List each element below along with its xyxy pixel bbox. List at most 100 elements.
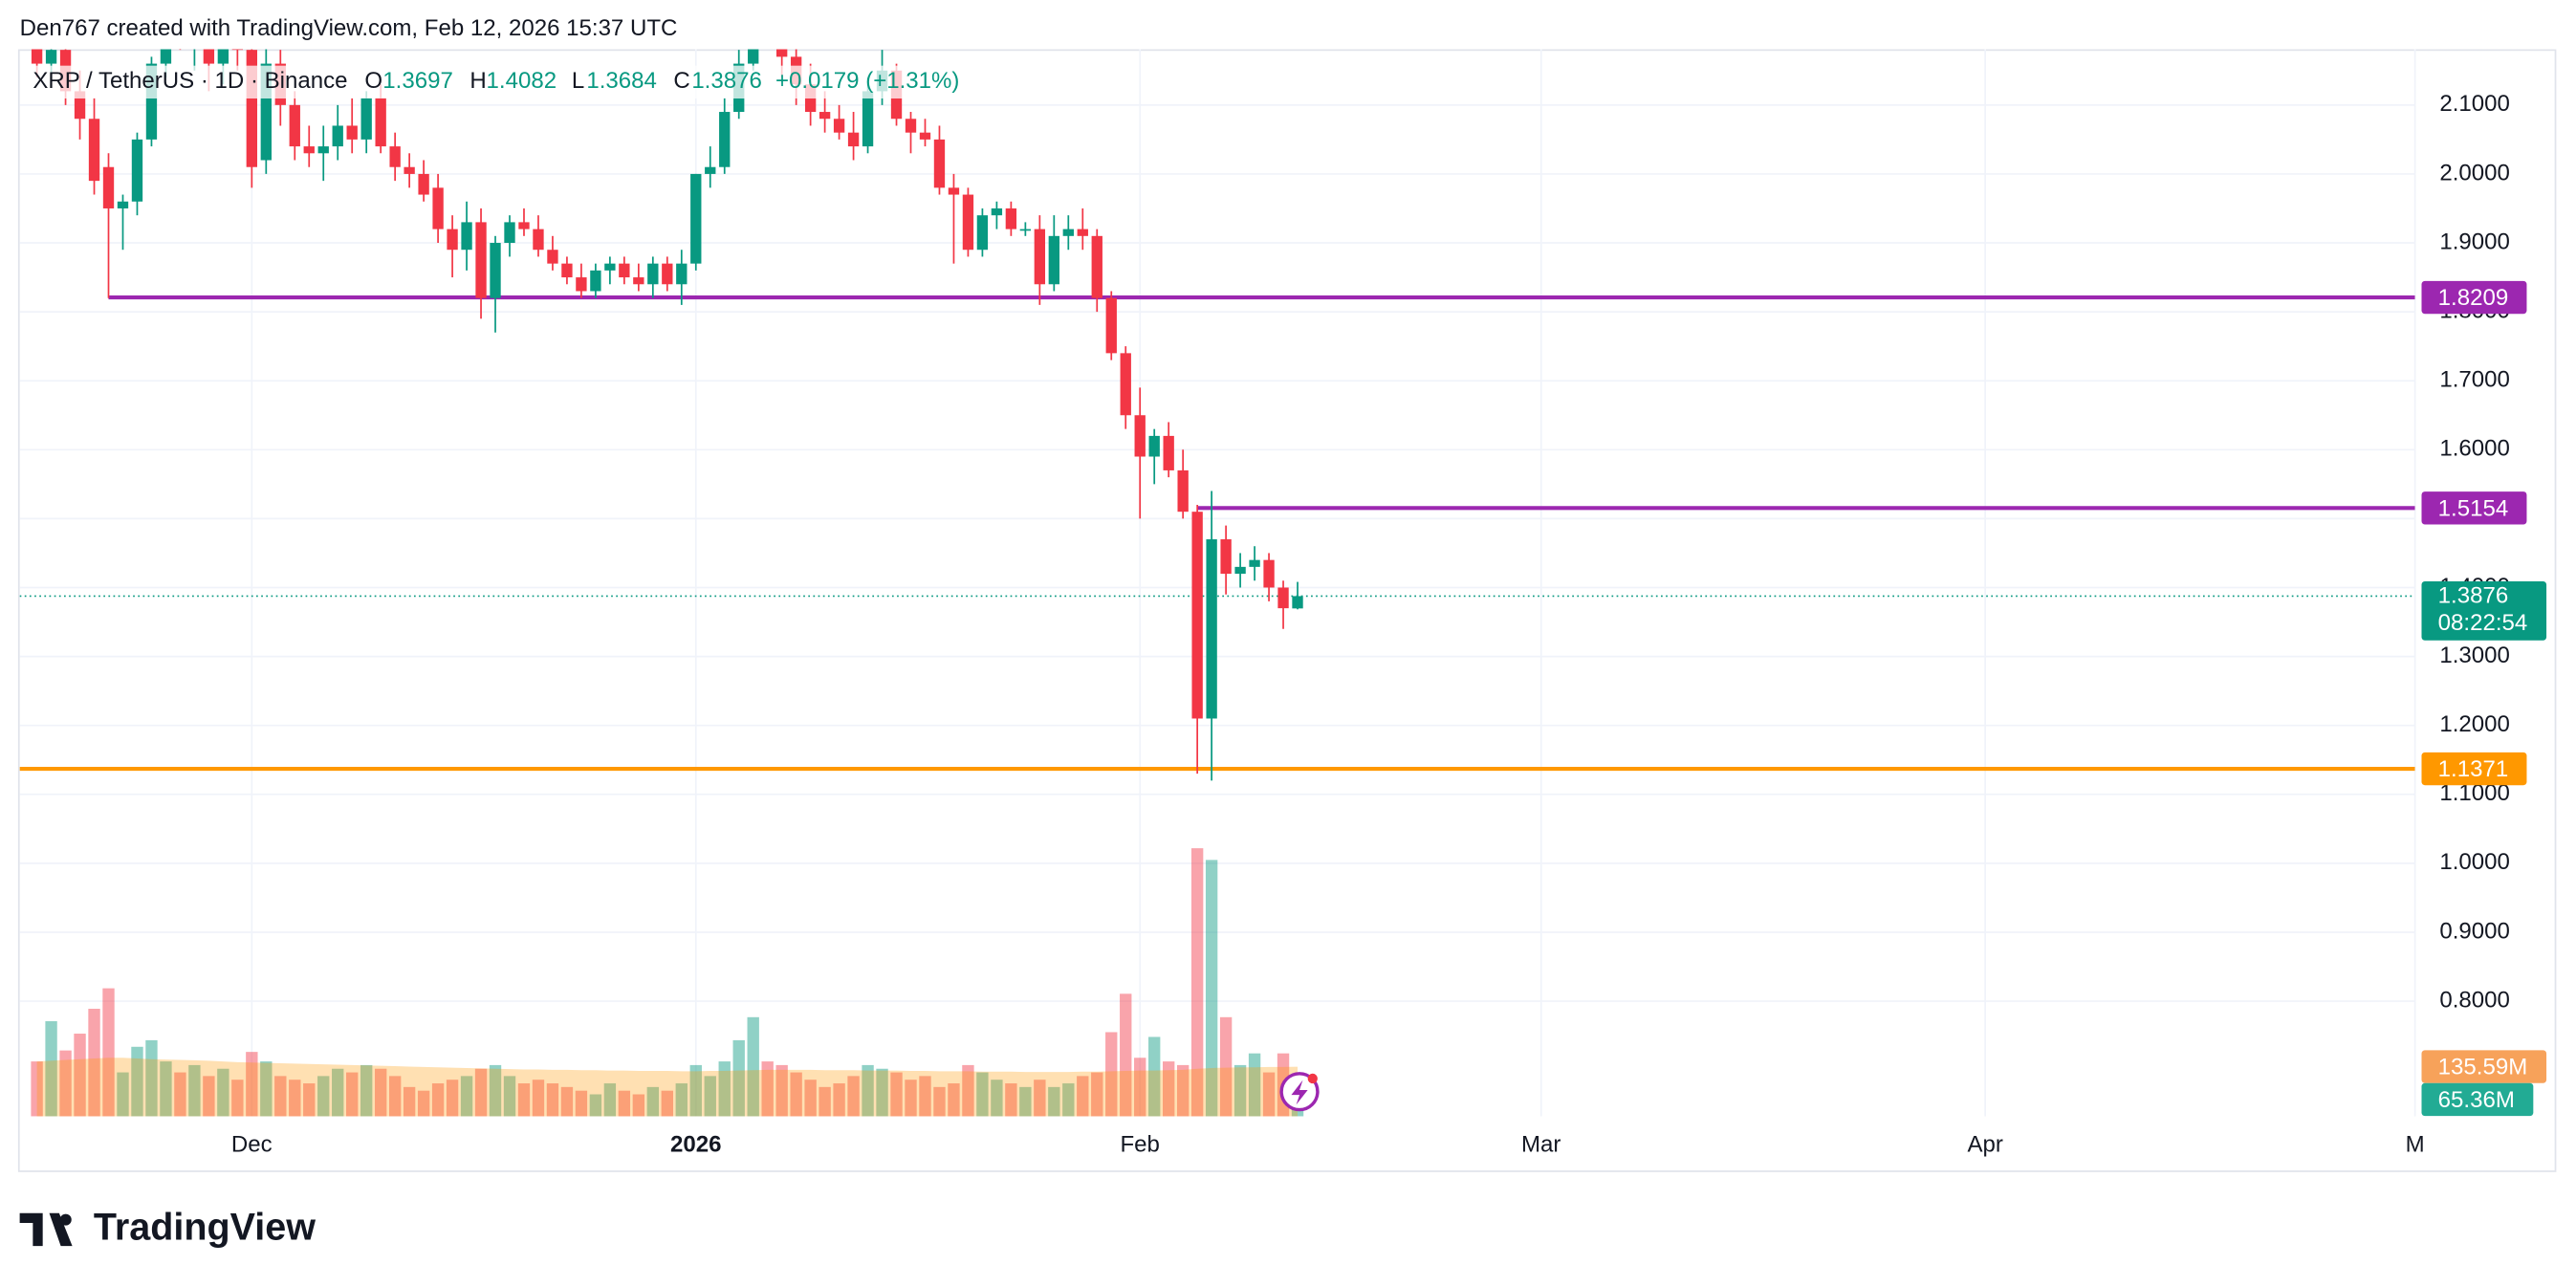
volume-bar — [1062, 1083, 1075, 1117]
volume-bar — [948, 1083, 960, 1117]
candle-body — [647, 263, 659, 285]
level-tag-label: 1.5154 — [2438, 495, 2509, 521]
volume-bar — [145, 1039, 158, 1117]
y-tick-label: 2.1000 — [2439, 91, 2510, 117]
axes: 2.10002.00001.90001.80001.70001.60001.50… — [231, 91, 2547, 1158]
volume-bar — [689, 1064, 702, 1117]
candle-body — [88, 119, 100, 182]
candle-body — [948, 187, 960, 195]
legend-value: 1.3684 — [586, 68, 657, 94]
level-tag — [2421, 280, 2527, 315]
volume-bar — [45, 1021, 57, 1117]
x-tick-label: M — [2406, 1132, 2425, 1158]
candle-body — [203, 49, 215, 64]
volume-bar — [991, 1080, 1003, 1117]
brand-logo — [19, 1212, 73, 1247]
x-tick-label: Feb — [1120, 1132, 1159, 1158]
y-tick-label: 1.2000 — [2439, 711, 2510, 737]
volume-bar — [1248, 1053, 1261, 1117]
candle-body — [1091, 235, 1102, 298]
volume-bar — [174, 1072, 186, 1117]
volume-bar — [274, 1076, 287, 1117]
x-tick-label: 2026 — [670, 1132, 721, 1158]
brand: TradingView — [19, 1206, 316, 1248]
candle-body — [303, 146, 315, 154]
volume-bar — [160, 1061, 172, 1117]
volume-bar — [804, 1080, 817, 1117]
volume-bar — [517, 1083, 531, 1117]
candle-body — [991, 207, 1003, 216]
volume-bar — [1219, 1016, 1233, 1117]
candle-body — [833, 119, 845, 133]
icon-dot — [1307, 1073, 1318, 1084]
volume-bar — [289, 1080, 301, 1117]
volume-bar — [403, 1086, 416, 1117]
volume-bar — [905, 1080, 917, 1117]
candle-body — [1191, 512, 1203, 719]
candle-body — [1177, 469, 1189, 513]
legend: XRP / TetherUS · 1D · Binance O 1.3697 H… — [23, 65, 976, 99]
volume-bar — [131, 1046, 143, 1117]
candle-body — [847, 132, 860, 147]
volume-bar — [876, 1068, 888, 1117]
candle-body — [1277, 587, 1289, 609]
candle-body — [1292, 596, 1303, 609]
volume-bar — [1205, 860, 1218, 1117]
candle-body — [74, 91, 86, 120]
candle-body — [705, 166, 716, 174]
price-tag-label: 1.3876 — [2438, 583, 2509, 609]
candle-body — [31, 49, 43, 64]
volume-bar — [1034, 1080, 1046, 1117]
volume-bar — [417, 1090, 430, 1117]
candle-body — [676, 263, 688, 285]
x-tick-label: Dec — [231, 1132, 273, 1158]
volume-bar — [246, 1052, 258, 1117]
volume-bar — [503, 1076, 516, 1117]
candle-body — [518, 222, 530, 229]
candle-body — [547, 250, 558, 264]
candle-body — [432, 187, 444, 229]
volume-bar — [203, 1076, 215, 1117]
candle-body — [160, 49, 172, 64]
volume-bar — [317, 1076, 330, 1117]
frame — [17, 49, 2557, 1172]
volume-bar — [833, 1083, 845, 1117]
volume-bar — [332, 1068, 344, 1117]
volume-bar — [890, 1072, 903, 1117]
candle-body — [1034, 229, 1046, 285]
volume-bar — [74, 1034, 86, 1117]
candle-body — [1206, 539, 1217, 719]
candle-body — [389, 146, 401, 167]
volume-bar — [260, 1061, 273, 1117]
volume-bar — [747, 1016, 759, 1117]
volume-tag — [2421, 1050, 2547, 1083]
y-tick-label: 1.7000 — [2439, 367, 2510, 393]
volume-bar — [775, 1064, 788, 1117]
volume-bar — [1134, 1058, 1146, 1117]
candle-body — [561, 263, 573, 278]
candle-body — [1163, 435, 1174, 470]
volume-bar — [1233, 1064, 1247, 1117]
volume-bar — [603, 1083, 617, 1117]
volume-bar — [646, 1086, 660, 1117]
volume-bar — [1262, 1072, 1276, 1117]
volume-bar — [346, 1072, 359, 1117]
candle-body — [604, 263, 616, 271]
volume-bar — [1005, 1083, 1017, 1117]
volume-bar — [632, 1094, 645, 1117]
volume-bar — [460, 1076, 473, 1117]
volume-ma-area — [36, 1058, 1299, 1117]
volume-bar — [31, 1061, 43, 1117]
candle-body — [962, 194, 974, 251]
candle-body — [1234, 566, 1246, 575]
volume-bar — [718, 1061, 731, 1117]
volume-bar — [819, 1086, 831, 1117]
candle-body — [475, 222, 487, 298]
y-tick-label: 2.0000 — [2439, 160, 2510, 185]
candle-body — [260, 63, 272, 161]
volume-bar — [589, 1094, 602, 1117]
candle-body — [246, 50, 257, 167]
candle-body — [231, 49, 244, 51]
candle-body — [719, 112, 731, 167]
x-tick-label: Mar — [1521, 1132, 1561, 1158]
